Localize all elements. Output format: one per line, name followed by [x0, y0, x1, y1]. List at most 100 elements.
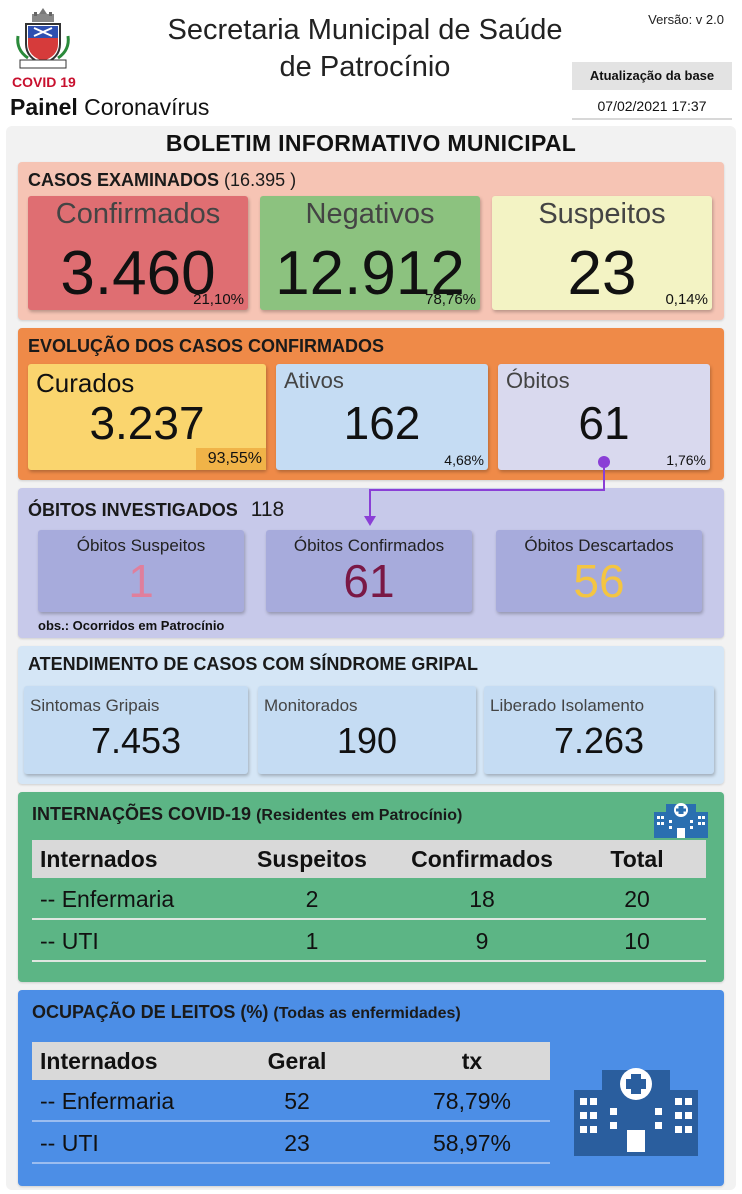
internacoes-title: INTERNAÇÕES COVID-19 (Residentes em Patr… — [32, 804, 462, 825]
obitos-confirmados-value: 61 — [343, 555, 395, 607]
confirmados-label: Confirmados — [55, 198, 221, 230]
internacoes-row2-confirmados: 9 — [475, 928, 489, 954]
internacoes-row1-suspeitos: 2 — [305, 886, 319, 912]
version-label: Versão: v 2.0 — [648, 12, 724, 27]
obitos-note: obs.: Ocorridos em Patrocínio — [38, 618, 225, 633]
card-obitos-confirmados[interactable]: Óbitos Confirmados 61 — [266, 530, 472, 612]
card-obitos[interactable]: Óbitos 61 1,76% — [498, 364, 710, 470]
internacoes-table-header: Internados Suspeitos Confirmados Total — [32, 840, 706, 878]
internacoes-subtitle: (Residentes em Patrocínio) — [256, 807, 463, 824]
monitorados-label: Monitorados — [264, 696, 358, 715]
card-monitorados[interactable]: Monitorados 190 — [258, 686, 476, 774]
internacoes-table: Internados Suspeitos Confirmados Total -… — [32, 840, 706, 972]
card-obitos-suspeitos[interactable]: Óbitos Suspeitos 1 — [38, 530, 244, 612]
obitos-confirmados-label: Óbitos Confirmados — [293, 536, 445, 555]
evolucao-title: EVOLUÇÃO DOS CASOS CONFIRMADOS — [28, 336, 385, 356]
card-confirmados[interactable]: Confirmados 3.460 21,10% — [28, 196, 248, 310]
obitos-investigados-label: ÓBITOS INVESTIGADOS — [28, 500, 238, 520]
section-casos-examinados: CASOS EXAMINADOS (16.395 ) Confirmados 3… — [18, 162, 724, 320]
internacoes-row1-confirmados: 18 — [469, 886, 495, 912]
ocupacao-row2-geral: 23 — [284, 1130, 310, 1156]
obitos-value: 61 — [578, 397, 630, 449]
card-liberado-isolamento[interactable]: Liberado Isolamento 7.263 — [484, 686, 714, 774]
liberado-isolamento-label: Liberado Isolamento — [490, 696, 645, 715]
panel-title-rest: Coronavírus — [77, 94, 210, 120]
section-internacoes: INTERNAÇÕES COVID-19 (Residentes em Patr… — [18, 792, 724, 982]
card-obitos-descartados[interactable]: Óbitos Descartados 56 — [496, 530, 702, 612]
curados-value: 3.237 — [89, 397, 205, 449]
casos-examinados-label: CASOS EXAMINADOS — [28, 170, 220, 190]
obitos-label: Óbitos — [506, 368, 570, 393]
section-sindrome-gripal: ATENDIMENTO DE CASOS COM SÍNDROME GRIPAL… — [18, 646, 724, 784]
monitorados-value: 190 — [336, 720, 398, 761]
obitos-descartados-label: Óbitos Descartados — [524, 536, 674, 555]
table-row: -- Enfermaria 2 18 20 — [32, 880, 706, 920]
curados-pct: 93,55% — [195, 448, 266, 470]
internacoes-row2-total: 10 — [624, 928, 650, 954]
sintomas-gripais-label: Sintomas Gripais — [30, 696, 160, 715]
ocupacao-table-header: Internados Geral tx — [32, 1042, 550, 1080]
header: COVID 19 Painel Coronavírus Secretaria M… — [0, 0, 742, 128]
internacoes-row1-label: -- Enfermaria — [40, 886, 175, 912]
obitos-suspeitos-label: Óbitos Suspeitos — [76, 536, 206, 555]
section-evolucao: EVOLUÇÃO DOS CASOS CONFIRMADOS Curados 3… — [18, 328, 724, 480]
negativos-value: 12.912 — [275, 239, 465, 308]
table-row: -- Enfermaria 52 78,79% — [32, 1082, 550, 1122]
ocupacao-row1-label: -- Enfermaria — [40, 1088, 175, 1114]
ocupacao-row1-geral: 52 — [284, 1088, 310, 1114]
suspeitos-label: Suspeitos — [538, 198, 666, 230]
ocupacao-row2-label: -- UTI — [40, 1130, 99, 1156]
bulletin-title: BOLETIM INFORMATIVO MUNICIPAL — [165, 130, 577, 156]
ativos-pct: 4,68% — [444, 452, 484, 468]
internacoes-label: INTERNAÇÕES COVID-19 — [32, 804, 252, 824]
hospital-icon — [654, 803, 708, 838]
ocupacao-row1-tx: 78,79% — [432, 1088, 511, 1114]
panel-title: Painel Coronavírus — [10, 94, 209, 121]
ocupacao-title: OCUPAÇÃO DE LEITOS (%) (Todas as enfermi… — [32, 1002, 461, 1023]
sintomas-gripais-value: 7.453 — [90, 720, 182, 761]
ocupacao-header-internados: Internados — [40, 1048, 158, 1074]
suspeitos-value: 23 — [567, 239, 637, 308]
internacoes-row1-total: 20 — [624, 886, 650, 912]
page-title-line1: Secretaria Municipal de Saúde — [167, 14, 563, 46]
curados-label: Curados — [36, 368, 135, 398]
bulletin-board: BOLETIM INFORMATIVO MUNICIPAL CASOS EXAM… — [6, 126, 736, 1190]
obitos-investigados-title: ÓBITOS INVESTIGADOS 118 — [28, 498, 284, 522]
ocupacao-label: OCUPAÇÃO DE LEITOS (%) — [32, 1002, 269, 1022]
internacoes-header-suspeitos: Suspeitos — [257, 846, 367, 872]
obitos-pct: 1,76% — [666, 452, 706, 468]
internacoes-row2-label: -- UTI — [40, 928, 99, 954]
casos-examinados-total: (16.395 ) — [224, 170, 297, 190]
confirmados-pct: 21,10% — [193, 291, 244, 308]
ocupacao-header-geral: Geral — [267, 1048, 327, 1074]
internacoes-header-internados: Internados — [40, 846, 158, 872]
obitos-investigados-total: 118 — [250, 498, 285, 521]
ocupacao-table: Internados Geral tx -- Enfermaria 52 78,… — [32, 1042, 550, 1174]
card-suspeitos[interactable]: Suspeitos 23 0,14% — [492, 196, 712, 310]
ocupacao-subtitle: (Todas as enfermidades) — [273, 1005, 461, 1022]
section-obitos-investigados: ÓBITOS INVESTIGADOS 118 Óbitos Suspeitos… — [18, 488, 724, 638]
casos-examinados-title: CASOS EXAMINADOS (16.395 ) — [28, 170, 296, 191]
hospital-large-icon — [574, 1068, 698, 1156]
confirmados-value: 3.460 — [60, 239, 216, 308]
internacoes-row2-suspeitos: 1 — [305, 928, 319, 954]
liberado-isolamento-value: 7.263 — [553, 720, 645, 761]
page-title-line2: de Patrocínio — [279, 51, 451, 83]
page-title: Secretaria Municipal de Saúde de Patrocí… — [120, 12, 610, 86]
suspeitos-pct: 0,14% — [665, 291, 708, 308]
internacoes-header-confirmados: Confirmados — [411, 846, 553, 872]
ocupacao-header-tx: tx — [461, 1048, 483, 1074]
card-sintomas-gripais[interactable]: Sintomas Gripais 7.453 — [24, 686, 248, 774]
card-negativos[interactable]: Negativos 12.912 78,76% — [260, 196, 480, 310]
update-label: Atualização da base — [572, 62, 732, 90]
ocupacao-row2-tx: 58,97% — [432, 1130, 511, 1156]
card-ativos[interactable]: Ativos 162 4,68% — [276, 364, 488, 470]
ativos-value: 162 — [343, 397, 421, 449]
panel-title-bold: Painel — [10, 94, 78, 120]
obitos-suspeitos-value: 1 — [128, 555, 154, 607]
city-crest-icon — [16, 8, 70, 69]
internacoes-header-total: Total — [610, 846, 664, 872]
sindrome-title: ATENDIMENTO DE CASOS COM SÍNDROME GRIPAL — [28, 654, 479, 674]
negativos-label: Negativos — [305, 198, 435, 230]
card-curados[interactable]: Curados 3.237 93,55% — [28, 364, 266, 470]
